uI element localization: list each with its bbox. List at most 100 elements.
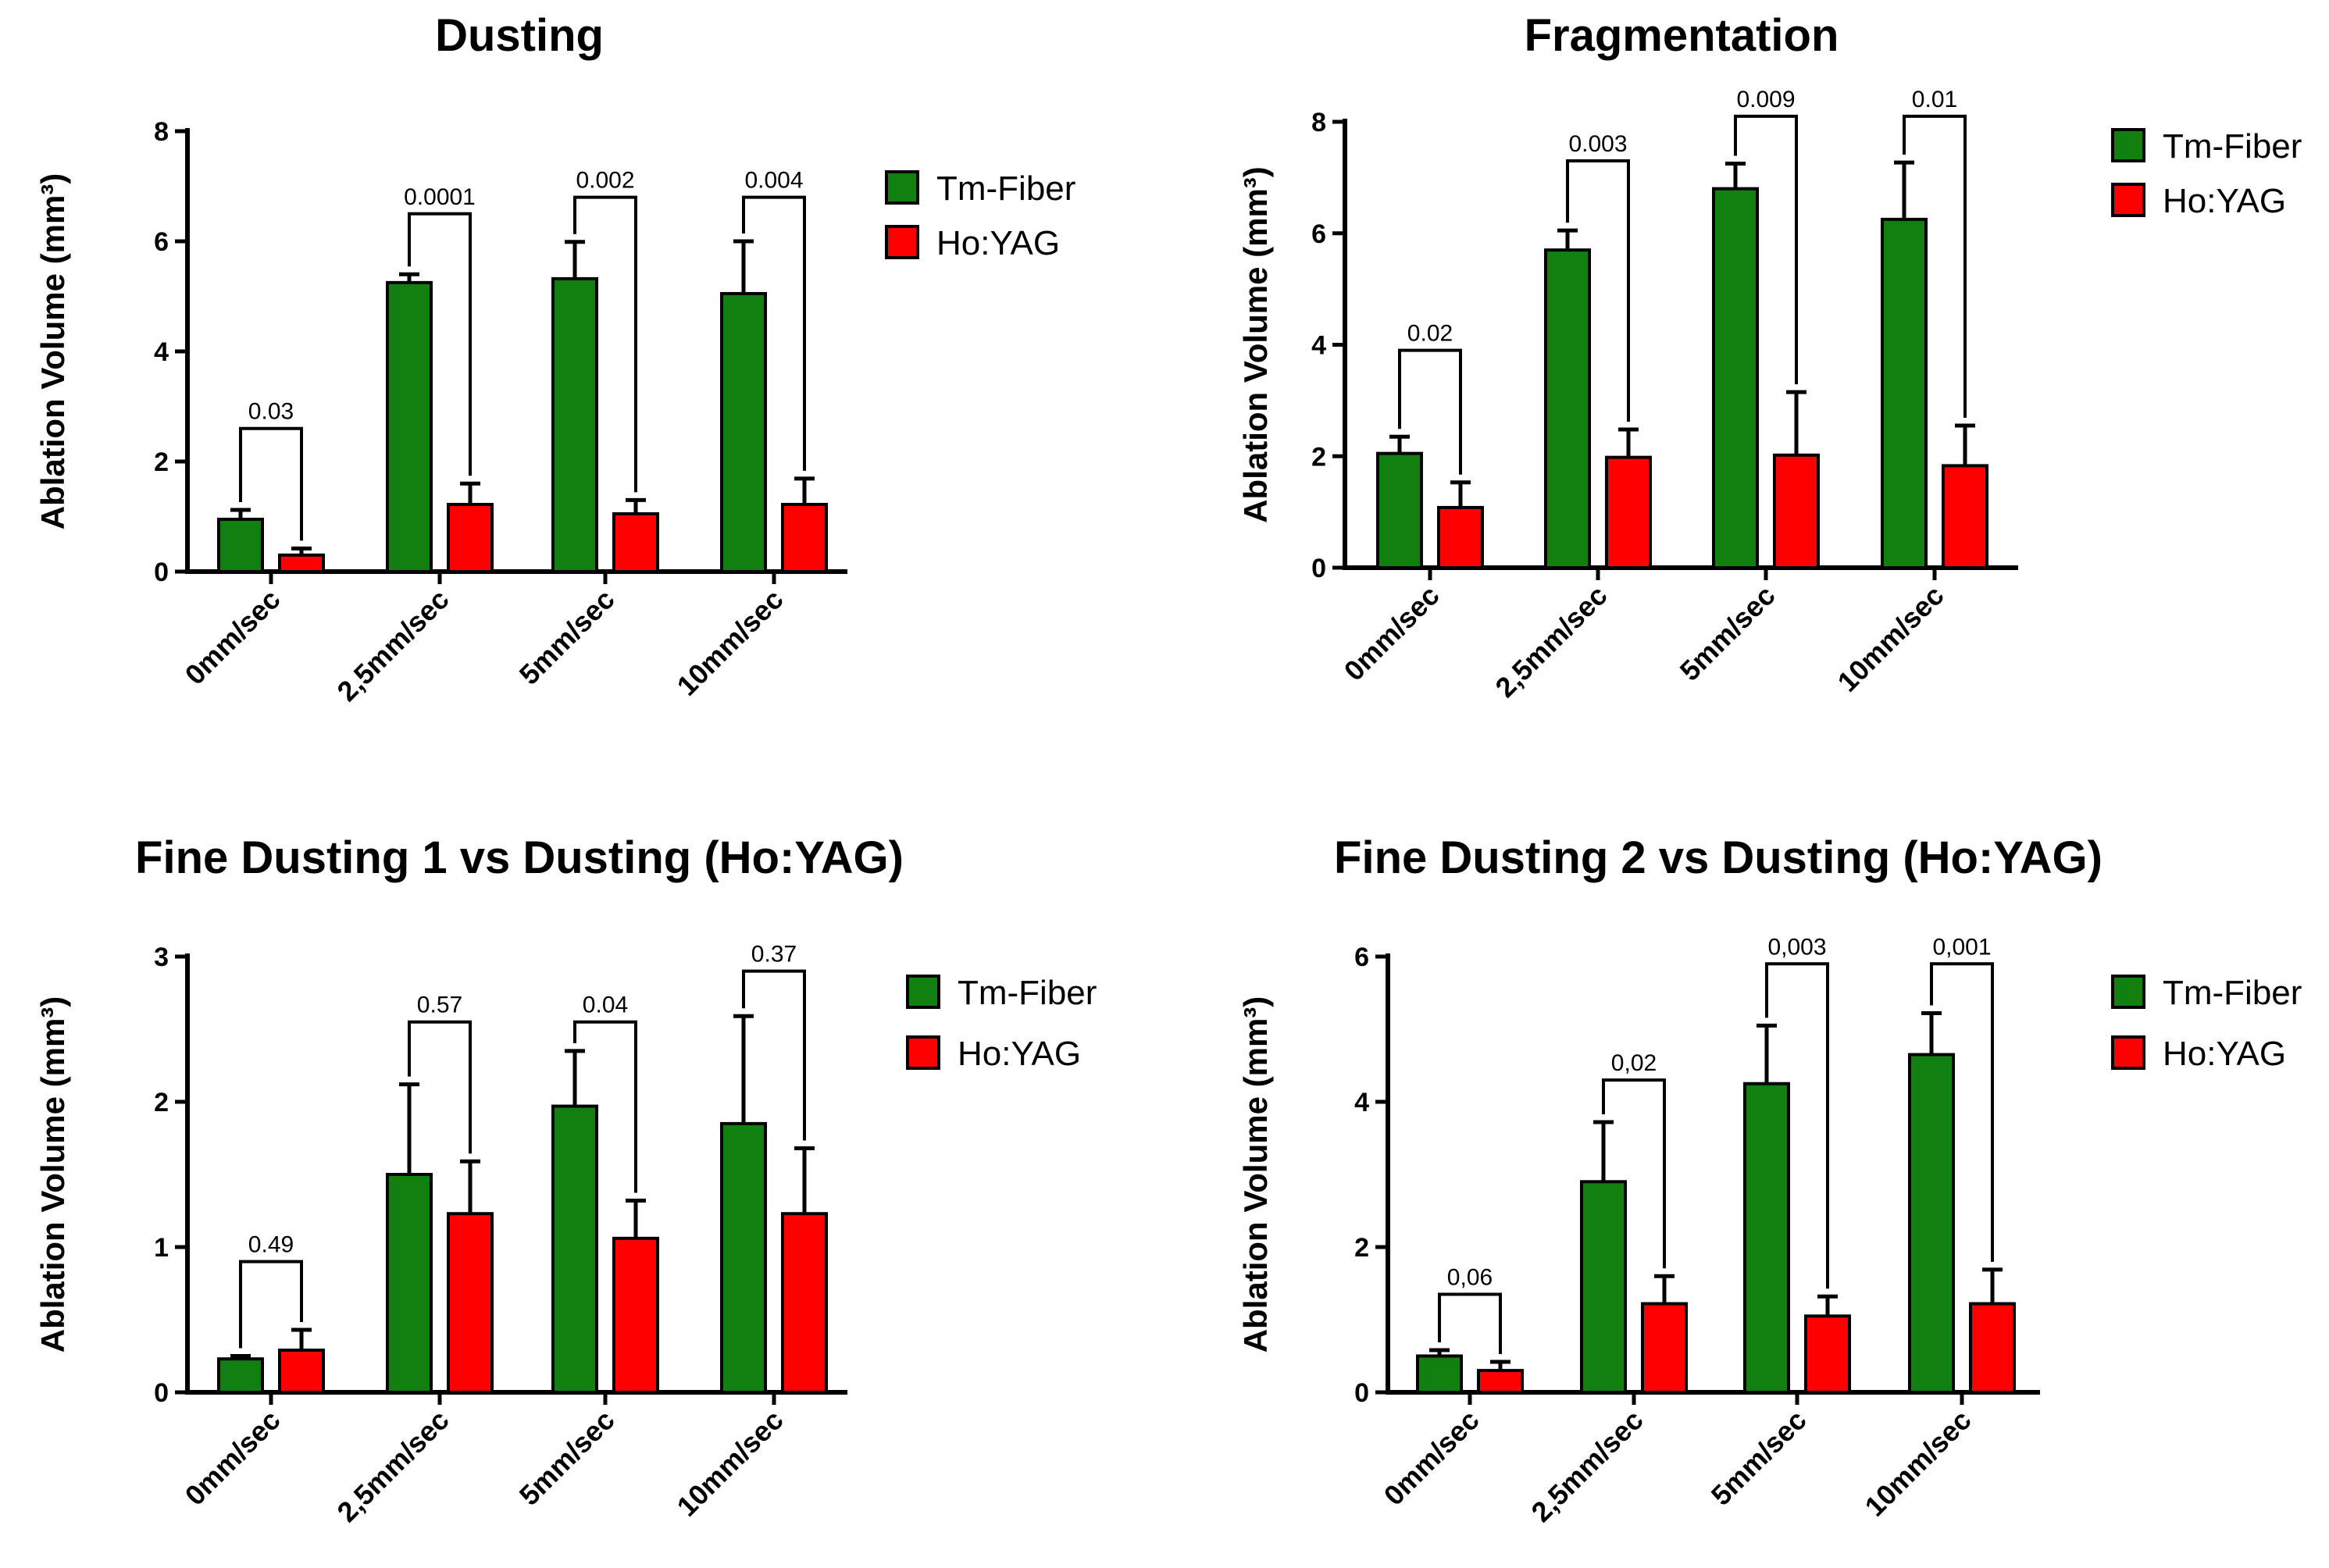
p-value-label: 0,001	[1932, 934, 1991, 960]
bar-tm-3	[1743, 1082, 1790, 1394]
bar-ho-3	[1804, 1314, 1851, 1394]
y-axis-label: Ablation Volume (mm³)	[1237, 996, 1274, 1353]
y-axis-label: Ablation Volume (mm³)	[34, 996, 71, 1353]
y-tick-label: 4	[154, 337, 169, 367]
bar-ho-1	[1437, 505, 1484, 569]
y-tick-label: 0	[1311, 554, 1326, 583]
significance-bracket	[408, 212, 472, 476]
legend-label-ho: Ho:YAG	[958, 1035, 1081, 1073]
x-tick-label: 0mm/sec	[1378, 1404, 1485, 1512]
bar-ho-4	[781, 1212, 828, 1394]
y-tick-label: 0	[1354, 1378, 1369, 1408]
p-value-label: 0.37	[751, 942, 797, 968]
legend-label-tm: Tm-Fiber	[958, 974, 1097, 1012]
chart-panel-1: Dusting Ablation Volume (mm³) 0 2 4 6 8 0.03 0mm…	[34, 10, 1075, 707]
bar-ho-4	[1969, 1302, 2016, 1395]
x-tick-label: 2,5mm/sec	[330, 583, 455, 707]
y-tick-label: 4	[1354, 1088, 1369, 1117]
p-value-label: 0.49	[248, 1232, 294, 1258]
significance-bracket	[408, 1020, 472, 1154]
y-tick-label: 6	[1354, 943, 1369, 972]
chart-panel-4: Fine Dusting 2 vs Dusting (Ho:YAG) Ablati…	[1237, 832, 2302, 1528]
significance-bracket	[239, 426, 303, 541]
bar-ho-3	[612, 511, 659, 573]
x-tick-label: 10mm/sec	[671, 1404, 790, 1523]
y-tick-label: 6	[154, 227, 169, 257]
bar-ho-3	[612, 1236, 659, 1394]
legend-swatch-ho	[2111, 183, 2145, 217]
x-tick-label: 0mm/sec	[1338, 579, 1446, 687]
y-tick-label: 8	[1311, 108, 1326, 137]
chart-panel-3: Fine Dusting 1 vs Dusting (Ho:YAG) Ablati…	[34, 832, 1097, 1528]
bar-tm-1	[1416, 1354, 1463, 1394]
p-value-label: 0,02	[1611, 1050, 1657, 1076]
bar-ho-2	[447, 502, 494, 573]
x-tick-label: 10mm/sec	[1859, 1404, 1978, 1523]
legend-label-ho: Ho:YAG	[2163, 182, 2286, 220]
significance-bracket	[573, 195, 637, 493]
x-tick-label: 5mm/sec	[1705, 1404, 1813, 1512]
x-tick-label: 5mm/sec	[513, 1404, 621, 1512]
p-value-label: 0.0001	[404, 184, 476, 210]
y-tick-label: 6	[1311, 219, 1326, 249]
bar-tm-2	[386, 280, 433, 573]
y-tick-label: 1	[154, 1233, 169, 1263]
legend-swatch-ho	[885, 225, 919, 259]
significance-bracket	[742, 195, 806, 471]
legend-swatch-ho	[906, 1035, 940, 1070]
legend-label-ho: Ho:YAG	[2163, 1035, 2286, 1073]
y-axis-label: Ablation Volume (mm³)	[34, 173, 71, 530]
bar-ho-1	[1477, 1369, 1524, 1394]
bar-ho-2	[1605, 455, 1652, 569]
chart-title: Dusting	[435, 10, 604, 61]
bar-tm-1	[217, 518, 264, 574]
significance-bracket	[239, 1260, 303, 1349]
bar-tm-4	[1881, 217, 1928, 569]
x-tick-label: 2,5mm/sec	[1525, 1404, 1649, 1528]
legend-label-tm: Tm-Fiber	[2163, 974, 2302, 1012]
y-tick-label: 2	[1354, 1233, 1369, 1263]
y-axis-label: Ablation Volume (mm³)	[1237, 166, 1274, 523]
y-tick-label: 8	[154, 117, 169, 147]
bar-tm-3	[1712, 187, 1759, 569]
legend-label-ho: Ho:YAG	[936, 224, 1060, 262]
significance-bracket	[573, 1020, 637, 1193]
bar-tm-1	[1376, 451, 1423, 570]
significance-bracket	[1930, 962, 1994, 1262]
legend-swatch-ho	[2111, 1035, 2145, 1070]
p-value-label: 0.57	[417, 992, 462, 1018]
chart-title: Fine Dusting 2 vs Dusting (Ho:YAG)	[1334, 832, 2103, 883]
x-tick-label: 5mm/sec	[1674, 579, 1782, 687]
x-tick-label: 2,5mm/sec	[1489, 579, 1613, 704]
p-value-label: 0.03	[248, 399, 294, 425]
bar-tm-3	[551, 276, 598, 573]
x-tick-label: 5mm/sec	[513, 583, 621, 691]
bar-tm-4	[1908, 1053, 1955, 1395]
p-value-label: 0,003	[1767, 934, 1826, 960]
y-tick-label: 4	[1311, 331, 1326, 361]
p-value-label: 0.009	[1736, 87, 1795, 112]
bar-ho-2	[1641, 1302, 1688, 1395]
bar-ho-1	[278, 553, 325, 573]
p-value-label: 0.002	[576, 168, 634, 194]
legend-swatch-tm	[2111, 975, 2145, 1009]
p-value-label: 0.02	[1407, 321, 1453, 347]
p-value-label: 0.01	[1912, 87, 1957, 112]
p-value-label: 0,06	[1447, 1264, 1493, 1290]
legend-swatch-tm	[2111, 128, 2145, 162]
legend-swatch-tm	[906, 975, 940, 1009]
significance-bracket	[1438, 1292, 1502, 1354]
bar-tm-1	[217, 1357, 264, 1394]
bar-ho-3	[1773, 453, 1820, 570]
bar-tm-4	[720, 1121, 767, 1395]
significance-bracket	[1734, 114, 1798, 385]
bar-tm-2	[386, 1173, 433, 1394]
legend-swatch-tm	[885, 170, 919, 205]
p-value-label: 0.004	[744, 168, 803, 194]
bar-ho-4	[1942, 464, 1988, 569]
significance-bracket	[742, 969, 806, 1141]
bar-tm-4	[720, 291, 767, 573]
p-value-label: 0.04	[583, 992, 628, 1018]
bar-ho-2	[447, 1212, 494, 1394]
